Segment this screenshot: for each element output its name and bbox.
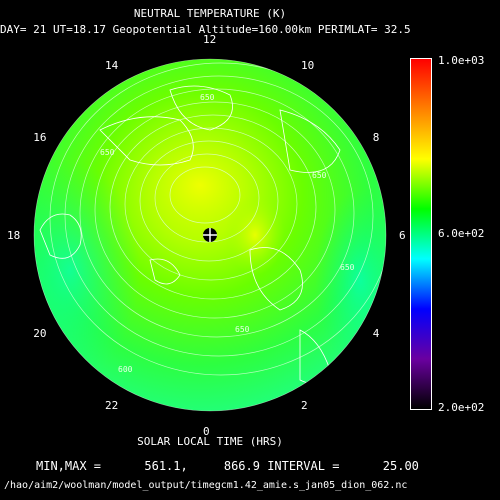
contour-label: 650 [312,171,327,180]
hour-label: 22 [105,398,119,412]
coastlines [39,85,341,384]
hour-label: 4 [372,327,380,340]
contour-line [139,140,279,262]
colorbar [410,58,432,410]
contour-line [109,114,317,300]
hour-label: 12 [203,33,217,46]
stats-line: MIN,MAX = 561.1, 866.9 INTERVAL = 25.00 [36,459,419,473]
contour-label: 650 [100,148,115,157]
contour-line [49,62,386,376]
contour-line [79,88,355,338]
contour-line [154,153,260,243]
polar-disc-border [33,58,387,412]
hour-label: 8 [372,131,380,144]
contour-label: 650 [340,263,355,272]
contour-labels: 650 650 650 650 600 650 [100,93,355,374]
contour-label: 650 [235,325,250,334]
colorbar-mid-label: 6.0e+02 [438,227,485,240]
colorbar-min-label: 2.0e+02 [438,401,485,414]
hour-label: 0 [203,425,210,438]
hour-label: 10 [301,59,315,73]
hour-label: 2 [301,398,308,412]
contour-label: 650 [200,93,215,102]
file-path: /hao/aim2/woolman/model_output/timegcm1.… [4,480,408,491]
contour-line [64,75,374,357]
contour-line [169,166,241,224]
hour-label: 16 [33,131,47,144]
hour-label: 6 [399,229,406,242]
hour-label: 18 [7,229,21,242]
contour-lines [49,62,386,376]
cool-region-west [34,160,140,380]
chart-subtitle: DAY= 21 UT=18.17 Geopotential Altitude=1… [0,23,411,36]
pole-marker [203,228,217,242]
cool-region-east [315,190,386,370]
contour-line [124,127,298,281]
contour-label: 600 [118,365,133,374]
hot-spot-2 [225,195,285,275]
hour-label: 14 [105,59,119,73]
axis-label: SOLAR LOCAL TIME (HRS) [137,435,283,448]
hour-label: 20 [33,327,47,340]
contour-line [94,101,336,319]
colorbar-max-label: 1.0e+03 [438,54,485,67]
chart-title: NEUTRAL TEMPERATURE (K) [133,7,287,20]
